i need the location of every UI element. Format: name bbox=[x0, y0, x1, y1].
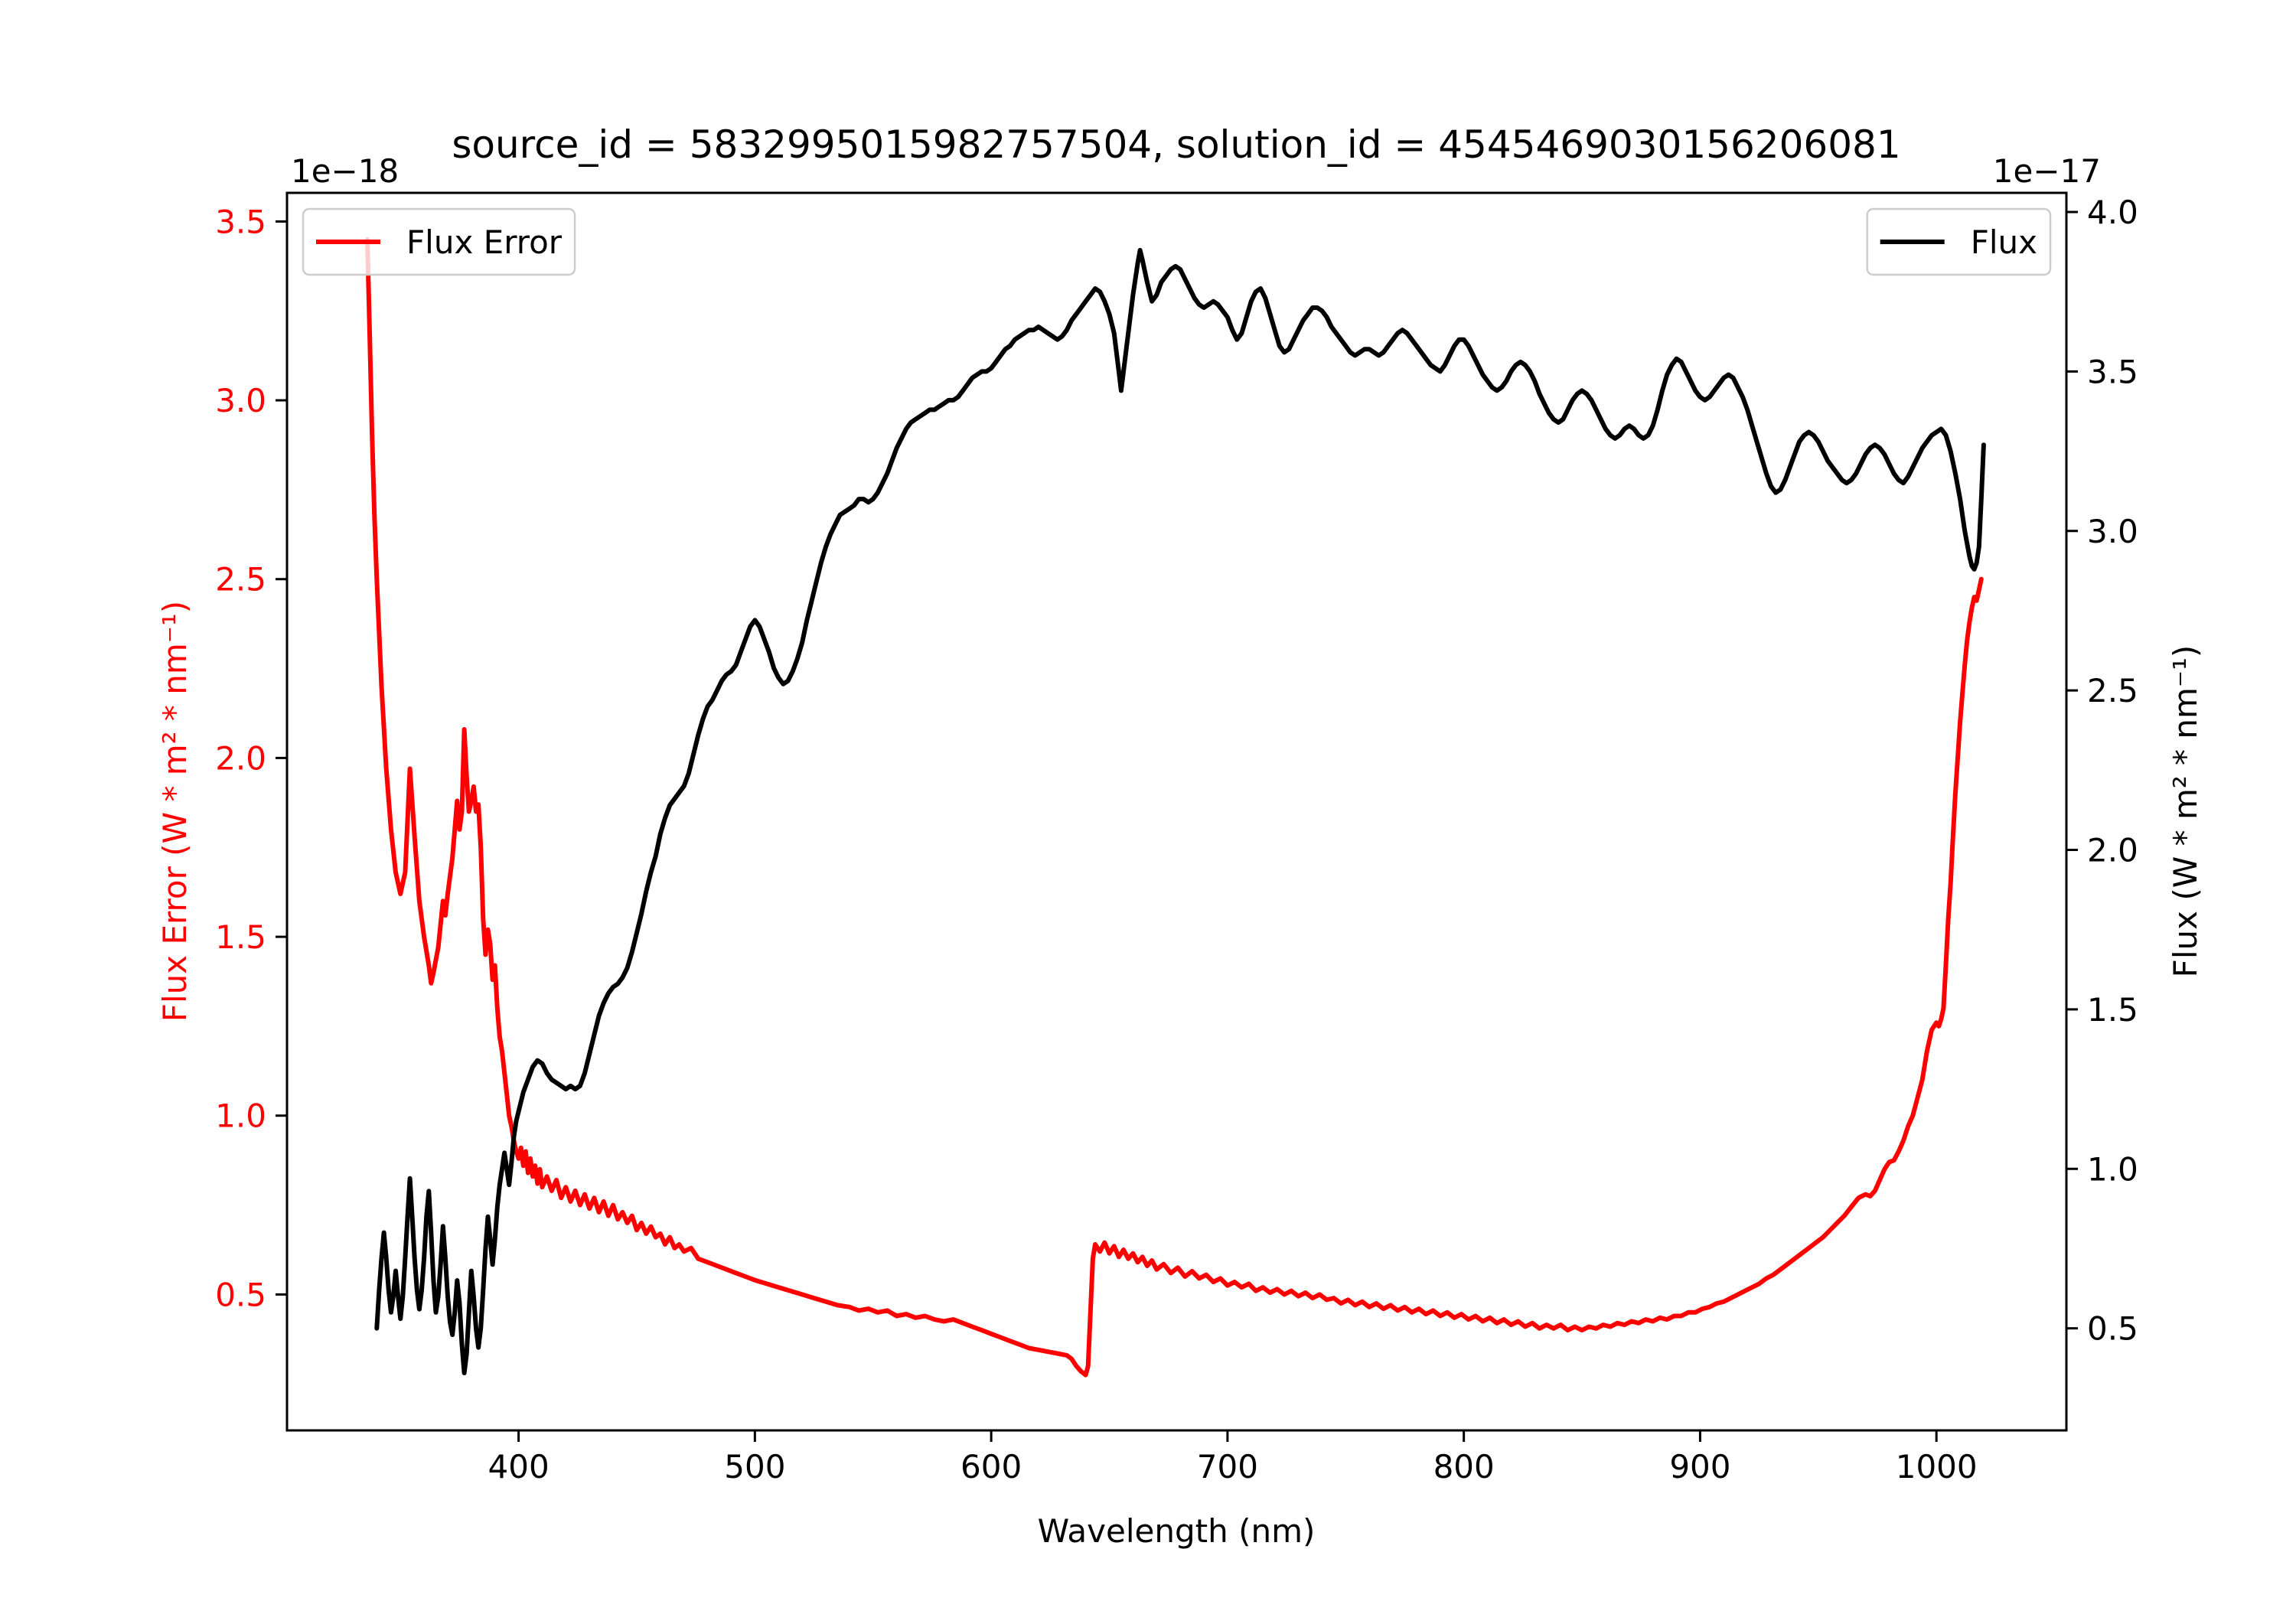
left-axis-offset-text: 1e−18 bbox=[291, 152, 399, 190]
x-axis-label: Wavelength (nm) bbox=[1038, 1512, 1316, 1550]
right-y-tick-label: 4.0 bbox=[2087, 194, 2138, 231]
right-y-axis-label: Flux (W * m² * nm⁻¹) bbox=[2167, 645, 2204, 978]
x-tick-label: 800 bbox=[1433, 1448, 1495, 1485]
left-y-tick-label: 1.5 bbox=[215, 918, 266, 956]
right-y-tick-label: 2.0 bbox=[2087, 832, 2138, 869]
ticks-layer: 400 500 600 700 800 900 1000 0.5 1.0 1.5 2.0 2.5 3.0… bbox=[215, 194, 2138, 1485]
left-y-tick-label: 1.0 bbox=[215, 1097, 266, 1135]
left-y-axis-label: Flux Error (W * m² * nm⁻¹) bbox=[156, 601, 194, 1022]
right-axis-offset-text: 1e−17 bbox=[1993, 152, 2101, 190]
legend-frame bbox=[1866, 207, 2052, 276]
legend-layer: Flux Error Flux bbox=[302, 207, 2052, 276]
legend-label: Flux Error bbox=[406, 223, 563, 261]
chart-title: source_id = 5832995015982757504, solutio… bbox=[452, 122, 1900, 167]
left-y-tick-label: 3.5 bbox=[215, 203, 266, 240]
left-y-tick-label: 2.0 bbox=[215, 739, 266, 777]
axes-spines bbox=[285, 191, 2068, 1432]
legend-frame bbox=[302, 207, 576, 276]
right-y-tick-label: 2.5 bbox=[2087, 672, 2138, 709]
x-tick-label: 500 bbox=[724, 1448, 785, 1485]
left-y-tick-label: 0.5 bbox=[215, 1276, 266, 1313]
right-y-tick-label: 3.5 bbox=[2087, 353, 2138, 390]
legend-flux: Flux bbox=[1866, 207, 2052, 276]
x-tick-label: 900 bbox=[1669, 1448, 1730, 1485]
x-tick-label: 1000 bbox=[1896, 1448, 1978, 1485]
x-tick-label: 600 bbox=[960, 1448, 1022, 1485]
right-y-tick-label: 1.5 bbox=[2087, 991, 2138, 1029]
legend-flux-error: Flux Error bbox=[302, 207, 576, 276]
right-y-tick-label: 0.5 bbox=[2087, 1310, 2138, 1348]
legend-label: Flux bbox=[1971, 223, 2037, 261]
right-y-tick-label: 3.0 bbox=[2087, 513, 2138, 550]
left-y-tick-label: 2.5 bbox=[215, 561, 266, 598]
right-y-tick-label: 1.0 bbox=[2087, 1150, 2138, 1188]
x-tick-label: 400 bbox=[488, 1448, 550, 1485]
x-tick-label: 700 bbox=[1197, 1448, 1258, 1485]
series-layer bbox=[365, 236, 1986, 1378]
flux-series-line bbox=[374, 248, 1986, 1375]
left-y-tick-label: 3.0 bbox=[215, 382, 266, 419]
